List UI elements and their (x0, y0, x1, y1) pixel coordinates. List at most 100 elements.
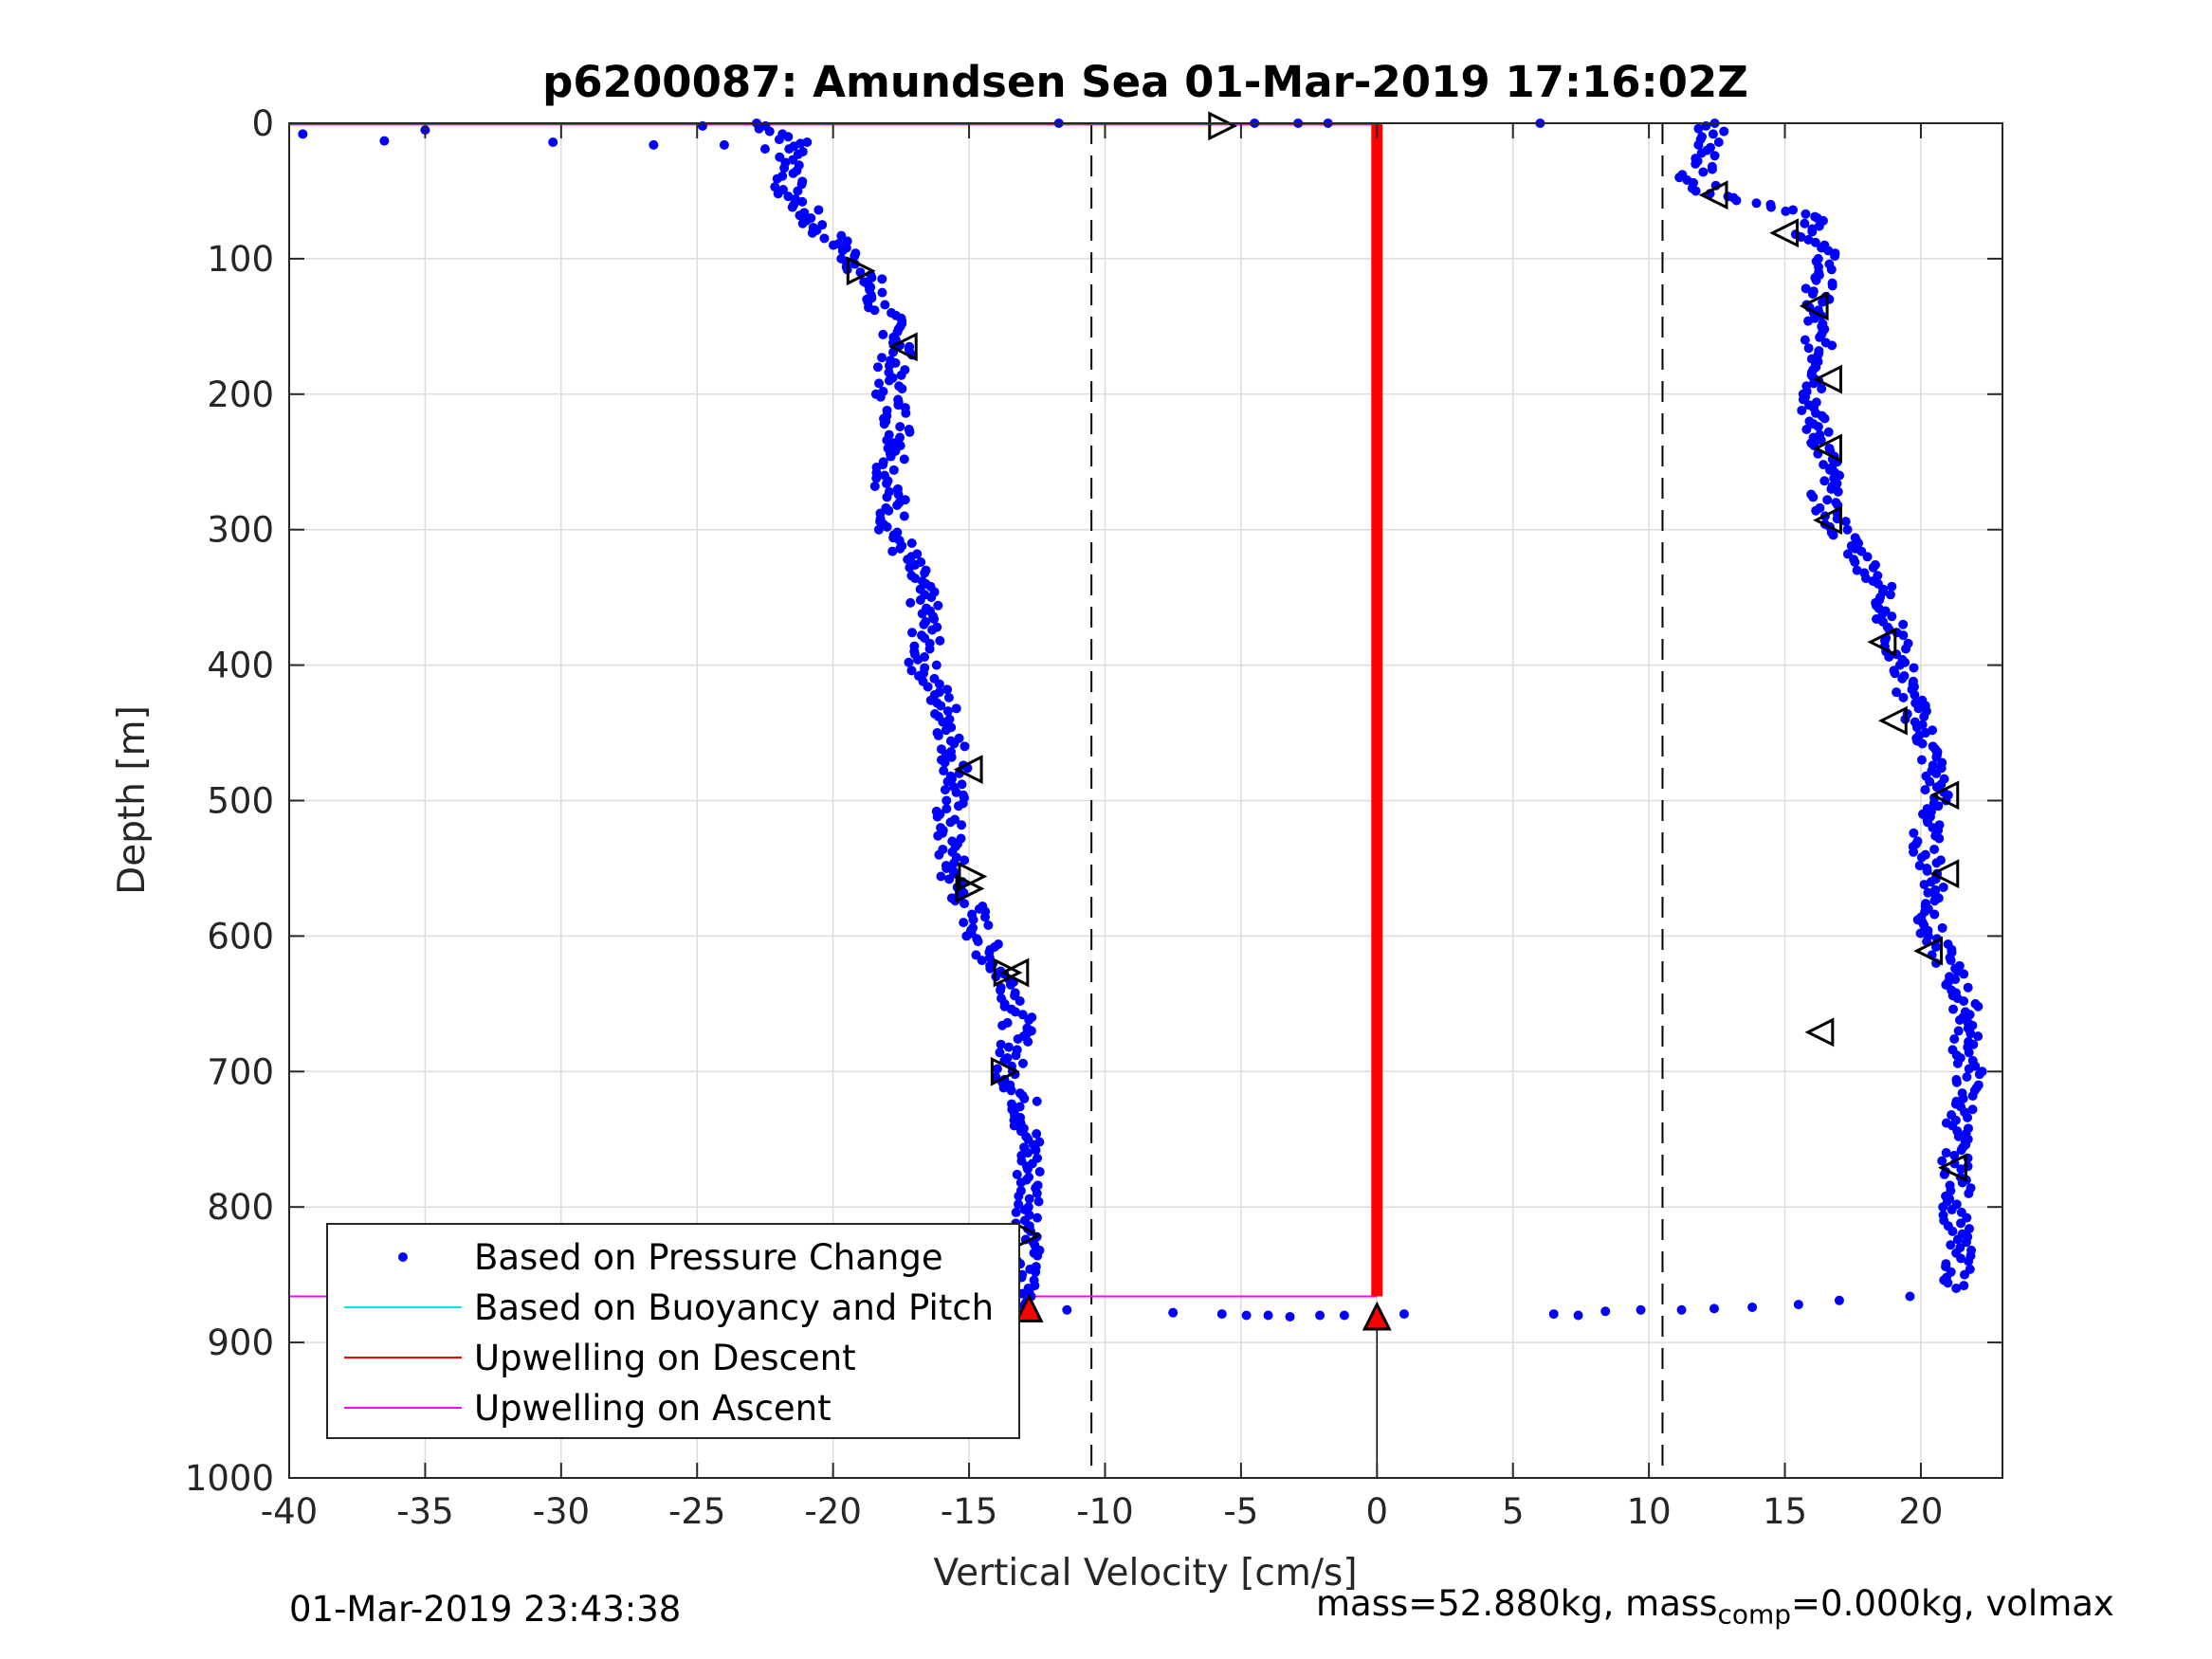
ascent-marker (1813, 364, 1842, 394)
ascent-pressure-point (1897, 673, 1908, 684)
descent-pressure-point (960, 899, 970, 909)
descent-pressure-point (1014, 1199, 1024, 1210)
descent-pressure-point (957, 779, 967, 790)
bottom-turn-point (1062, 1304, 1072, 1315)
ascent-pressure-point (1887, 581, 1897, 592)
descent-pressure-point (1031, 1267, 1041, 1277)
descent-pressure-point (783, 191, 794, 202)
descent-pressure-point (973, 937, 983, 947)
descent-pressure-point (850, 251, 860, 262)
ascent-pressure-point (1817, 384, 1827, 394)
descent-marker (993, 957, 1023, 988)
footer-mass-info: mass=52.880kg, masscomp=0.000kg, volmax (1316, 1583, 2114, 1630)
descent-pressure-point (1011, 1050, 1021, 1061)
y-tick-label: 0 (251, 103, 274, 144)
ascent-pressure-point (1811, 275, 1821, 285)
ascent-pressure-point (1959, 995, 1969, 1006)
ascent-pressure-point (1707, 164, 1717, 174)
ascent-pressure-point (1800, 335, 1810, 345)
descent-pressure-point (819, 233, 830, 244)
ascent-pressure-point (1930, 941, 1941, 952)
descent-pressure-point (957, 820, 967, 830)
y-axis-label: Depth [m] (111, 705, 154, 895)
ascent-pressure-point (1719, 126, 1729, 137)
ascent-pressure-point (1823, 427, 1834, 437)
descent-pressure-point (1015, 1177, 1026, 1188)
ascent-pressure-point (1943, 1278, 1953, 1288)
descent-pressure-point (905, 427, 915, 437)
ascent-pressure-point (1800, 218, 1810, 228)
ascent-pressure-point (1973, 1001, 1983, 1012)
ascent-pressure-point (1919, 880, 1929, 890)
descent-pressure-point (1031, 1145, 1041, 1156)
bottom-turn-point (1709, 1304, 1719, 1314)
descent-pressure-point (915, 595, 925, 606)
ascent-pressure-point (1948, 1004, 1959, 1014)
ascent-pressure-point (1830, 251, 1840, 262)
descent-pressure-point (1006, 1085, 1016, 1096)
ascent-pressure-point (1961, 1237, 1971, 1248)
ascent-pressure-point (1964, 1048, 1974, 1058)
descent-pressure-point (996, 1039, 1006, 1049)
descent-pressure-point (1033, 1196, 1044, 1207)
chart-title: p6200087: Amundsen Sea 01-Mar-2019 17:16… (542, 57, 1748, 107)
descent-pressure-point (933, 600, 943, 611)
descent-pressure-point (936, 701, 946, 711)
ascent-pressure-point (1959, 1281, 1969, 1291)
ascent-pressure-point (1693, 139, 1704, 150)
descent-pressure-point (979, 912, 990, 922)
ascent-pressure-point (1819, 460, 1829, 470)
ascent-pressure-point (1949, 1034, 1960, 1045)
legend-entry: Based on Pressure Change (474, 1237, 943, 1278)
descent-pressure-point (872, 362, 883, 373)
descent-pressure-point (887, 546, 898, 556)
ascent-pressure-point (1808, 378, 1819, 389)
ascent-pressure-point (1953, 1026, 1964, 1036)
y-tick-label: 700 (207, 1051, 274, 1092)
descent-pressure-point (1013, 1034, 1023, 1045)
footer-mass-subscript: comp (1717, 1598, 1792, 1631)
ascent-pressure-point (1708, 129, 1718, 139)
bottom-turn-point (1636, 1304, 1646, 1315)
descent-pressure-point (1012, 1169, 1022, 1179)
ascent-pressure-point (1964, 1224, 1974, 1234)
ascent-pressure-point (1709, 151, 1720, 161)
ascent-pressure-point (1963, 982, 1973, 993)
ascent-pressure-point (1787, 205, 1798, 215)
descent-pressure-point (877, 353, 887, 363)
descent-pressure-point (995, 1048, 1005, 1058)
bottom-turn-point (1263, 1310, 1273, 1321)
descent-pressure-point (884, 360, 894, 371)
descent-pressure-point (784, 144, 795, 155)
legend: Based on Pressure Change Based on Buoyanc… (326, 1223, 1020, 1439)
descent-pressure-point (977, 956, 987, 966)
descent-pressure-point (917, 609, 927, 619)
descent-pressure-point (932, 811, 942, 822)
legend-box (326, 1223, 1020, 1439)
ascent-pressure-point (1696, 148, 1707, 158)
ascent-pressure-point (1887, 611, 1897, 622)
y-tick-label: 200 (207, 374, 274, 415)
ascent-pressure-point (1952, 1058, 1963, 1068)
ascent-marker (1813, 433, 1842, 464)
ascent-pressure-point (1954, 1014, 1965, 1025)
ascent-pressure-point (1850, 556, 1860, 567)
ascent-pressure-point (1842, 524, 1853, 535)
ascent-pressure-point (1801, 283, 1811, 294)
ascent-pressure-point (1862, 552, 1873, 562)
ascent-pressure-point (1947, 1205, 1957, 1215)
descent-pressure-point (837, 246, 848, 256)
bottom-turn-point (1676, 1304, 1687, 1315)
descent-pressure-point (985, 963, 996, 974)
surface-descent-point (298, 129, 308, 139)
ascent-pressure-point (1674, 173, 1685, 183)
ascent-pressure-point (1913, 703, 1924, 714)
ascent-pressure-point (1916, 755, 1927, 765)
ascent-pressure-point (1827, 340, 1837, 351)
bottom-turn-point (1168, 1307, 1179, 1318)
ascent-pressure-point (1868, 562, 1878, 573)
descent-pressure-point (878, 329, 888, 339)
descent-pressure-point (960, 855, 970, 866)
y-tick-label: 900 (207, 1322, 274, 1363)
ascent-pressure-point (1808, 492, 1819, 502)
